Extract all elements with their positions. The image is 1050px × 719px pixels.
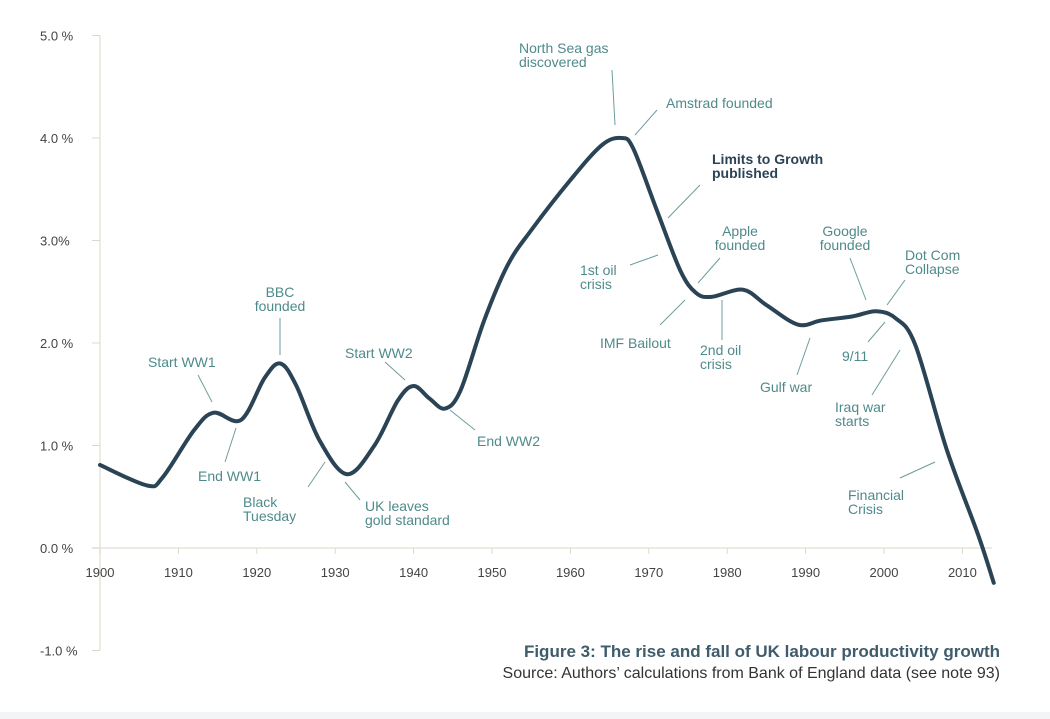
annotation-label: 2nd oil [700, 342, 741, 358]
annotation-leader-line [224, 427, 237, 463]
x-tick-label: 1950 [478, 565, 507, 580]
x-tick-label: 2000 [870, 565, 899, 580]
y-tick-label: 1.0 % [40, 439, 74, 454]
y-tick-label: 4.0 % [40, 131, 74, 146]
annotation-label: Google [822, 223, 867, 239]
annotation-label: BBC [266, 284, 295, 300]
x-tick-label: 1940 [399, 565, 428, 580]
annotation-label: Start WW2 [345, 345, 413, 361]
annotation-label: Collapse [905, 261, 960, 277]
annotation-label: 9/11 [842, 348, 868, 364]
annotation: 9/11 [842, 321, 886, 364]
annotation-label: founded [255, 298, 306, 314]
annotation-leader-line [899, 461, 936, 479]
annotation-label: Gulf war [760, 379, 812, 395]
annotation-leader-line [197, 374, 213, 403]
annotation-label: Tuesday [243, 508, 296, 524]
annotation-leader-line [886, 279, 906, 306]
annotation-label: Black [243, 494, 278, 510]
figure-source: Source: Authors’ calculations from Bank … [502, 665, 1000, 682]
annotation-label: Iraq war [835, 399, 886, 415]
annotation: Gulf war [760, 337, 812, 395]
annotation-leader-line [849, 257, 867, 301]
y-tick-label: 0.0 % [40, 541, 74, 556]
annotation-label: End WW2 [477, 433, 540, 449]
annotation-leader-line [307, 461, 326, 488]
annotation-leader-line [449, 409, 476, 431]
annotation-leader-line [867, 321, 886, 343]
annotation-leader-line [659, 299, 686, 326]
productivity-growth-line [98, 135, 996, 585]
annotation-label: IMF Bailout [600, 335, 671, 351]
annotation-label: crisis [580, 276, 612, 292]
y-tick-label: 3.0% [40, 234, 70, 249]
annotation-leader-line [796, 337, 811, 376]
annotation-label: Amstrad founded [666, 95, 773, 111]
x-tick-label: 1960 [556, 565, 585, 580]
annotation-leader-line [344, 481, 361, 501]
x-tick-label: 1900 [86, 565, 115, 580]
x-tick-label: 1930 [321, 565, 350, 580]
annotation: End WW2 [449, 409, 540, 449]
annotation-label: published [712, 165, 778, 181]
axes: 5.0 % 4.0 % 3.0% 2.0 % 1.0 % 0.0 % -1.0 % 1900 1… [40, 29, 992, 659]
annotation-label: Start WW1 [148, 354, 216, 370]
annotation-label: Financial [848, 487, 904, 503]
x-tick-label: 1990 [791, 565, 820, 580]
annotation-label: End WW1 [198, 468, 261, 484]
annotation-leader-line [871, 349, 901, 396]
annotation-leader-line [667, 184, 701, 219]
annotation-leader-line [611, 69, 616, 126]
annotation-leader-line [384, 361, 406, 381]
annotation-leader-line [634, 109, 658, 136]
annotation-label: UK leaves [365, 498, 429, 514]
annotation-label: crisis [700, 356, 732, 372]
annotation: IMF Bailout [600, 299, 686, 351]
annotation-label: Limits to Growth [712, 151, 823, 167]
annotation-label: discovered [519, 54, 587, 70]
annotation-label: Apple [722, 223, 758, 239]
y-tick-label: -1.0 % [40, 644, 78, 659]
annotation-label: Dot Com [905, 247, 960, 263]
y-tick-label: 2.0 % [40, 336, 74, 351]
annotation: Start WW1 [148, 354, 216, 403]
annotation-label: gold standard [365, 512, 450, 528]
annotation: Start WW2 [345, 345, 413, 381]
annotation-leader-line [629, 254, 659, 266]
x-tick-label: 1980 [713, 565, 742, 580]
annotation-label: 1st oil [580, 262, 617, 278]
annotation: End WW1 [198, 427, 261, 484]
annotation-label: North Sea gas [519, 40, 609, 56]
x-tick-label: 1970 [634, 565, 663, 580]
x-tick-label: 1920 [242, 565, 271, 580]
x-tick-label: 1910 [164, 565, 193, 580]
annotation-leader-line [697, 257, 721, 284]
figure-title: Figure 3: The rise and fall of UK labour… [523, 642, 1000, 661]
x-tick-label: 2010 [948, 565, 977, 580]
annotation-label: starts [835, 413, 869, 429]
annotation-label: founded [820, 237, 871, 253]
annotation-label: founded [715, 237, 766, 253]
annotation: Amstrad founded [634, 95, 773, 136]
y-tick-label: 5.0 % [40, 29, 74, 44]
bottom-band [0, 712, 1050, 719]
annotation-label: Crisis [848, 501, 883, 517]
